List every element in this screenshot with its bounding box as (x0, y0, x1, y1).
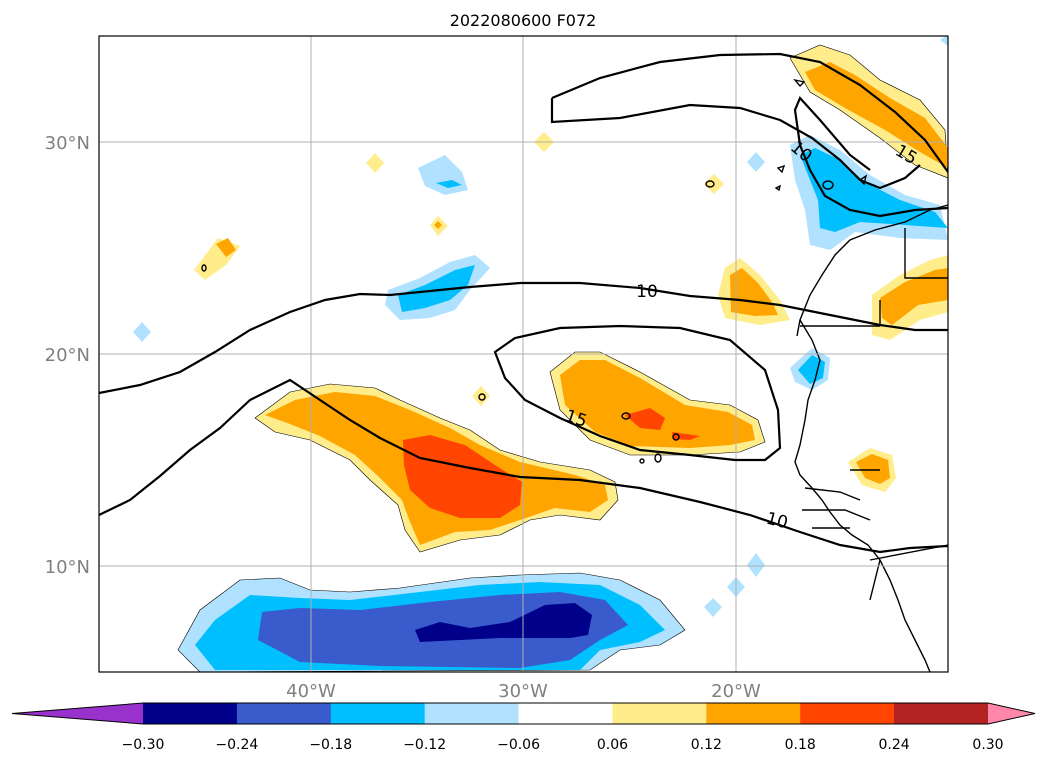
colorbar-tick-label: −0.06 (497, 737, 540, 753)
colorbar (11, 702, 1036, 725)
canary-islands (774, 78, 868, 192)
colorbar-tick-label: 0.24 (879, 737, 910, 753)
contour-15-east (493, 324, 782, 462)
far-east-positive-mid (880, 268, 948, 325)
colorbar-segment (236, 703, 332, 724)
gridlines (99, 36, 948, 672)
blob-positive-3-core (216, 238, 236, 257)
colorbar-extend-high (988, 703, 1035, 724)
contour-mark (654, 453, 662, 463)
lat-label-30n: 30°N (45, 133, 90, 154)
colorbar-tick-label: 0.18 (785, 737, 816, 753)
chart-title: 2022080600 F072 (450, 11, 597, 30)
colorbar-segment (612, 703, 707, 724)
contour-mark (705, 180, 715, 188)
blob-negative-6 (747, 553, 765, 577)
lon-label-40w: 40°W (286, 681, 336, 702)
coastlines (774, 78, 948, 672)
contour-label: 10 (636, 282, 658, 302)
colorbar-segment (706, 703, 801, 724)
colorbar-tick-label: −0.30 (122, 737, 165, 753)
lat-labels: 30°N 20°N 10°N (45, 133, 90, 578)
colorbar-extend-low (12, 703, 143, 724)
colorbar-tick-label: −0.24 (215, 737, 258, 753)
contour-mark (672, 433, 680, 441)
colorbar-tick-label: 0.30 (972, 737, 1003, 753)
contour-mark (822, 180, 834, 190)
africa-coast (794, 204, 948, 672)
colorbar-segment (330, 703, 426, 724)
contour-mark (201, 264, 207, 272)
positive-band-core (403, 435, 522, 518)
lat-label-10n: 10°N (45, 557, 90, 578)
small-contour-marks (201, 180, 834, 464)
blob-negative-2-core (436, 180, 462, 188)
colorbar-tick-label: 0.12 (691, 737, 722, 753)
colorbar-tick-labels: −0.30 −0.24 −0.18 −0.12 −0.06 0.06 0.12 0.18 0.2… (122, 737, 1004, 753)
lat-label-20n: 20°N (45, 345, 90, 366)
contour-mark (478, 393, 486, 401)
blob-negative-5 (747, 152, 765, 172)
colorbar-segment (143, 703, 238, 724)
blob-negative-4 (133, 322, 151, 342)
map-area: 10 10 10 15 15 (99, 36, 948, 672)
colorbar-segment (424, 703, 520, 724)
contour-mark (639, 458, 645, 464)
blob-positive-4-core (434, 221, 442, 229)
east-positive-mid (560, 360, 755, 448)
colorbar-tick-label: 0.06 (597, 737, 628, 753)
contour-lines (99, 52, 948, 554)
negative-band-core (415, 603, 592, 642)
contour-10-south (99, 378, 948, 554)
contour-mark (621, 412, 631, 420)
colorbar-outline (11, 702, 1036, 725)
colorbar-tick-label: −0.12 (403, 737, 446, 753)
colorbar-segment (518, 703, 613, 724)
contour-15-north (550, 52, 948, 218)
blob-negative-8 (704, 598, 722, 617)
blob-positive-2-core (856, 454, 890, 484)
colorbar-segment (894, 703, 989, 724)
contour-10-main (99, 281, 948, 395)
colorbar-tick-label: −0.18 (309, 737, 352, 753)
blob-negative-3-core (798, 355, 825, 384)
blob-negative-9 (940, 36, 948, 46)
lon-labels: 40°W 30°W 20°W (286, 681, 761, 702)
map-frame (98, 35, 949, 673)
blob-negative-1-core (398, 265, 475, 312)
east-positive-core (625, 408, 700, 440)
shading-layer (133, 36, 948, 672)
blob-positive-7 (472, 386, 490, 406)
lon-label-20w: 20°W (711, 681, 761, 702)
lon-label-30w: 30°W (498, 681, 548, 702)
colorbar-segment (800, 703, 895, 724)
blob-positive-8 (366, 153, 384, 173)
border-lines (800, 228, 948, 601)
